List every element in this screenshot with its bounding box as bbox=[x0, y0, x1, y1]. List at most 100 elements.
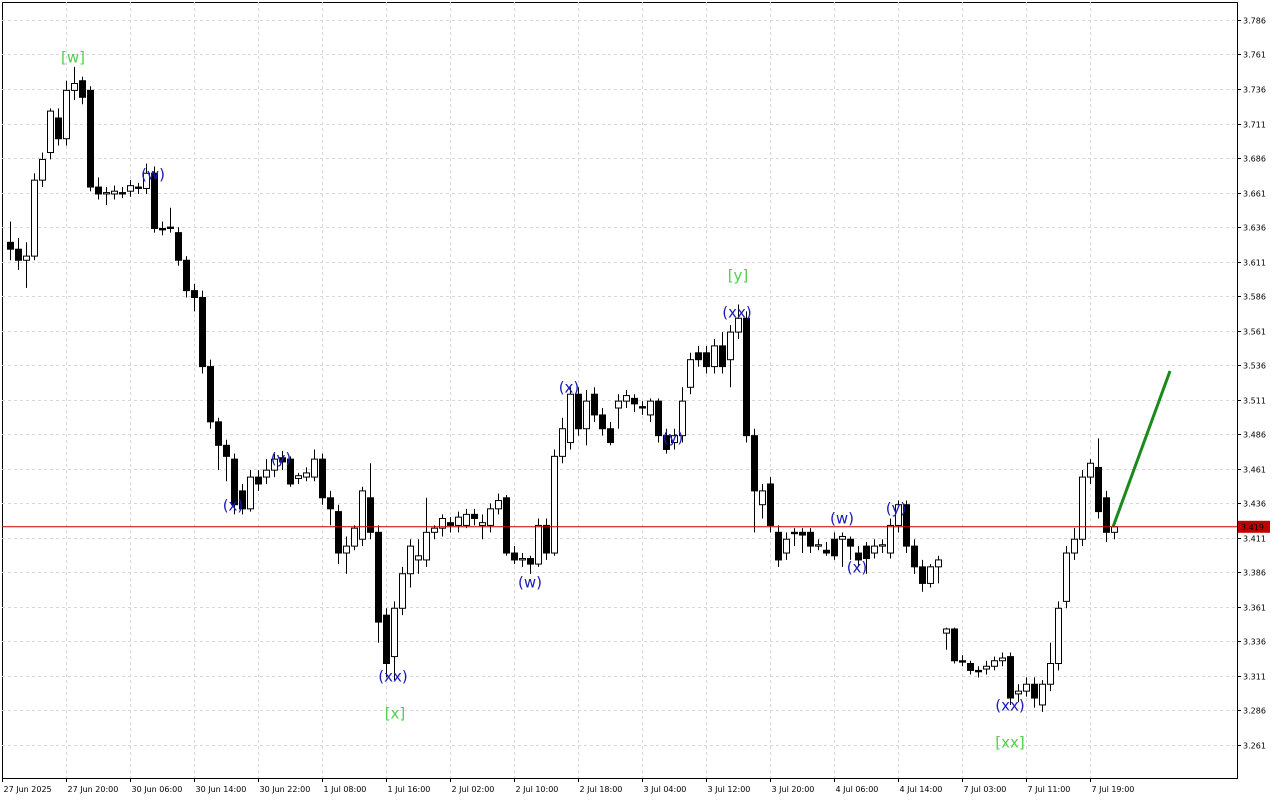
candle-body bbox=[831, 538, 838, 557]
x-tick-label: 2 Jul 10:00 bbox=[516, 785, 559, 794]
y-tick-label: 3.611 bbox=[1243, 259, 1266, 268]
x-tick-label: 3 Jul 20:00 bbox=[772, 785, 815, 794]
candle-body bbox=[47, 110, 54, 154]
candle-body bbox=[143, 172, 150, 189]
x-tick-label: 2 Jul 18:00 bbox=[580, 785, 623, 794]
candle-body bbox=[1031, 683, 1038, 699]
wave-label: [xx] bbox=[995, 734, 1024, 752]
candle-body bbox=[215, 421, 222, 446]
y-tick-label: 3.511 bbox=[1243, 397, 1266, 406]
y-tick-label: 3.636 bbox=[1243, 224, 1266, 233]
candle-body bbox=[455, 516, 462, 526]
y-tick-label: 3.286 bbox=[1243, 707, 1266, 716]
candle-body bbox=[191, 290, 198, 299]
candle-body bbox=[735, 317, 742, 333]
candle-body bbox=[183, 259, 190, 292]
candle-body bbox=[799, 531, 806, 536]
candle-body bbox=[863, 545, 870, 560]
y-tick-label: 3.786 bbox=[1243, 17, 1266, 26]
candle-body bbox=[103, 192, 110, 195]
candle-body bbox=[559, 428, 566, 457]
candle-body bbox=[303, 472, 310, 478]
candle-body bbox=[703, 352, 710, 368]
candle-body bbox=[247, 476, 254, 510]
candle-body bbox=[95, 186, 102, 195]
y-tick-label: 3.386 bbox=[1243, 569, 1266, 578]
candle-body bbox=[583, 400, 590, 430]
candle-body bbox=[383, 614, 390, 665]
wave-label: [y] bbox=[728, 267, 749, 285]
candle-body bbox=[1055, 607, 1062, 665]
candle-body bbox=[519, 558, 526, 561]
x-tick-label: 7 Jul 19:00 bbox=[1092, 785, 1135, 794]
plot-frame bbox=[2, 2, 1238, 779]
y-tick-label: 3.486 bbox=[1243, 431, 1266, 440]
wave-label: (x) bbox=[559, 379, 580, 397]
y-tick-label: 3.336 bbox=[1243, 638, 1266, 647]
candle-body bbox=[367, 497, 374, 533]
candle-body bbox=[1015, 690, 1022, 695]
labels: 3.786 3.761 3.736 3.711 3.686 3.661 3.636 3.611… bbox=[2, 17, 1270, 794]
candle-body bbox=[111, 190, 118, 195]
candle-body bbox=[439, 518, 446, 529]
candle-body bbox=[463, 513, 470, 526]
candle-body bbox=[783, 538, 790, 554]
candle-body bbox=[1039, 683, 1046, 706]
candle-body bbox=[951, 628, 958, 662]
y-tick-label: 3.736 bbox=[1243, 86, 1266, 95]
candle-body bbox=[23, 255, 30, 261]
candle-body bbox=[535, 524, 542, 565]
candle-body bbox=[727, 331, 734, 361]
y-tick-label: 3.311 bbox=[1243, 673, 1266, 682]
candle-body bbox=[687, 359, 694, 388]
candle-body bbox=[63, 89, 70, 140]
y-tick-label: 3.411 bbox=[1243, 535, 1266, 544]
candle-body bbox=[151, 172, 158, 229]
candle-body bbox=[87, 89, 94, 188]
candle-body bbox=[839, 535, 846, 540]
candle-body bbox=[919, 566, 926, 584]
wave-label: (y) bbox=[271, 450, 292, 468]
candle-body bbox=[823, 549, 830, 554]
candle-body bbox=[567, 393, 574, 444]
candle-body bbox=[415, 555, 422, 561]
candle-body bbox=[287, 458, 294, 485]
candle-body bbox=[7, 241, 14, 250]
candle-body bbox=[15, 248, 22, 261]
y-tick-label: 3.586 bbox=[1243, 293, 1266, 302]
candle-body bbox=[527, 558, 534, 565]
candle-body bbox=[1079, 476, 1086, 540]
y-tick-label: 3.661 bbox=[1243, 190, 1266, 199]
wave-label: (xx) bbox=[995, 697, 1024, 715]
candle-body bbox=[447, 522, 454, 526]
candle-body bbox=[159, 227, 166, 231]
candle-body bbox=[1111, 526, 1118, 533]
candle-body bbox=[599, 414, 606, 430]
candle-body bbox=[479, 522, 486, 526]
candle-body bbox=[335, 511, 342, 554]
x-tick-label: 30 Jun 22:00 bbox=[260, 785, 311, 794]
candle-body bbox=[815, 544, 822, 547]
candle-body bbox=[351, 527, 358, 547]
candle-body bbox=[927, 566, 934, 584]
candle-body bbox=[359, 490, 366, 540]
candle-body bbox=[1071, 538, 1078, 554]
x-tick-label: 7 Jul 11:00 bbox=[1028, 785, 1071, 794]
candle-body bbox=[1103, 497, 1110, 533]
candle-body bbox=[79, 80, 86, 98]
candle-body bbox=[647, 400, 654, 416]
x-tick-label: 1 Jul 08:00 bbox=[324, 785, 367, 794]
candle-body bbox=[751, 435, 758, 492]
wave-label: (y) bbox=[886, 500, 907, 518]
candle-body bbox=[271, 458, 278, 471]
candle-body bbox=[431, 527, 438, 533]
candle-body bbox=[975, 669, 982, 673]
x-tick-label: 2 Jul 02:00 bbox=[452, 785, 495, 794]
wave-label: (x) bbox=[847, 559, 868, 577]
candle-body bbox=[119, 192, 126, 195]
x-tick-label: 4 Jul 14:00 bbox=[900, 785, 943, 794]
candle-body bbox=[391, 607, 398, 658]
candle-body bbox=[943, 628, 950, 634]
candle-body bbox=[695, 352, 702, 361]
candle-body bbox=[471, 513, 478, 520]
